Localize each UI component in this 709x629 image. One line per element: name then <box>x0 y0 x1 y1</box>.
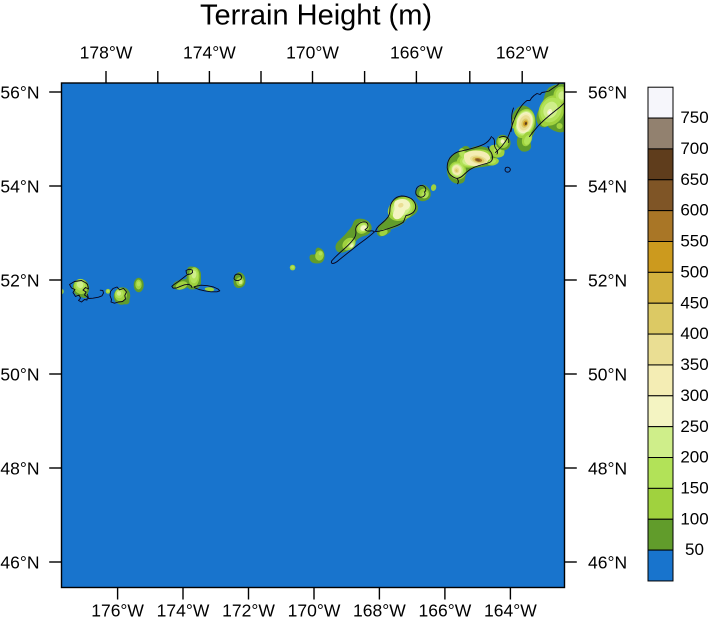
svg-text:168°W: 168°W <box>353 601 406 621</box>
svg-text:52°N: 52°N <box>588 270 627 290</box>
svg-text:46°N: 46°N <box>588 552 627 572</box>
svg-text:50: 50 <box>685 540 704 559</box>
svg-text:500: 500 <box>680 262 708 281</box>
svg-text:400: 400 <box>680 324 708 343</box>
svg-text:174°W: 174°W <box>183 43 236 63</box>
svg-text:200: 200 <box>680 448 708 467</box>
svg-text:172°W: 172°W <box>222 601 275 621</box>
svg-text:52°N: 52°N <box>0 270 39 290</box>
svg-text:170°W: 170°W <box>288 601 341 621</box>
svg-text:178°W: 178°W <box>80 43 133 63</box>
svg-text:250: 250 <box>680 417 708 436</box>
svg-text:54°N: 54°N <box>0 176 39 196</box>
svg-text:50°N: 50°N <box>588 364 627 384</box>
svg-text:48°N: 48°N <box>0 458 39 478</box>
svg-text:56°N: 56°N <box>588 82 627 102</box>
svg-text:150: 150 <box>680 478 708 497</box>
svg-text:48°N: 48°N <box>588 458 627 478</box>
svg-text:100: 100 <box>680 509 708 528</box>
svg-text:46°N: 46°N <box>0 552 39 572</box>
svg-text:166°W: 166°W <box>390 43 443 63</box>
svg-text:650: 650 <box>680 170 708 189</box>
svg-text:176°W: 176°W <box>91 601 144 621</box>
svg-text:300: 300 <box>680 386 708 405</box>
svg-text:Terrain Height (m): Terrain Height (m) <box>200 0 432 32</box>
svg-text:170°W: 170°W <box>286 43 339 63</box>
svg-text:450: 450 <box>680 293 708 312</box>
svg-text:174°W: 174°W <box>157 601 210 621</box>
svg-text:600: 600 <box>680 201 708 220</box>
svg-text:350: 350 <box>680 355 708 374</box>
svg-text:166°W: 166°W <box>419 601 472 621</box>
svg-text:162°W: 162°W <box>496 43 549 63</box>
svg-text:750: 750 <box>680 108 708 127</box>
svg-text:550: 550 <box>680 232 708 251</box>
svg-text:50°N: 50°N <box>0 364 39 384</box>
svg-text:700: 700 <box>680 139 708 158</box>
svg-text:56°N: 56°N <box>0 82 39 102</box>
svg-text:164°W: 164°W <box>484 601 537 621</box>
svg-text:54°N: 54°N <box>588 176 627 196</box>
